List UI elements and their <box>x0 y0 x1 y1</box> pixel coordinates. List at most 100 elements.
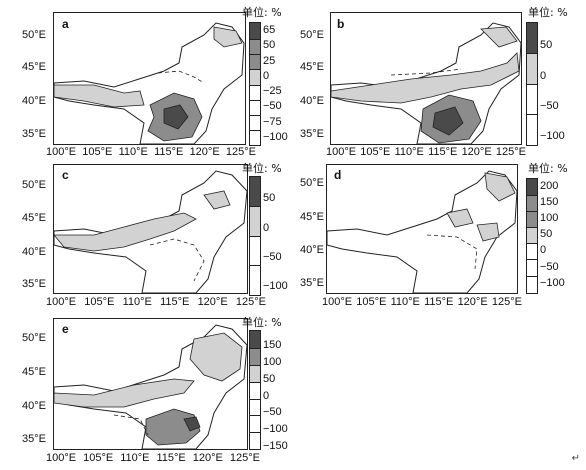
panel-letter-b: b <box>337 17 345 31</box>
unit-label-b: 单位: % <box>528 6 568 19</box>
map-d <box>327 170 517 293</box>
cbar-tick: 25 <box>263 55 276 67</box>
panel-letter-d: d <box>334 168 342 182</box>
panel-letter-c: c <box>62 168 69 182</box>
y-tick-35: 35°E <box>22 433 46 445</box>
x-tick-115: 115°E <box>154 146 184 158</box>
dash-a <box>157 70 205 84</box>
cbar-tick: −50 <box>540 100 559 112</box>
colorbar-d <box>526 178 538 294</box>
dash-c <box>149 238 205 282</box>
y-tick-50: 50°E <box>22 29 46 41</box>
boundary-a <box>54 22 245 144</box>
x-axis-c: 100°E 105°E 110°E 115°E 120°E 125°E <box>46 296 266 308</box>
x-tick-120: 120°E <box>457 296 488 308</box>
cbar-tick: 65 <box>263 24 276 36</box>
map-c <box>54 170 247 293</box>
shade-a-west <box>54 84 145 108</box>
panel-letter-a: a <box>62 17 69 31</box>
shade-e-ne <box>189 332 243 382</box>
unit-label-e: 单位: % <box>242 316 282 329</box>
y-tick-40: 40°E <box>300 244 324 256</box>
y-tick-35: 35°E <box>300 128 324 140</box>
x-axis-a: 100°E 105°E 110°E 115°E 120°E 125°E <box>46 146 256 158</box>
colorbar-a <box>249 22 261 146</box>
x-tick-120: 120°E <box>192 452 223 464</box>
y-tick-45: 45°E <box>22 212 46 224</box>
cbar-tick: 0 <box>263 222 270 234</box>
x-tick-105: 105°E <box>356 296 387 308</box>
cbar-tick: −50 <box>263 406 282 418</box>
x-tick-115: 115°E <box>424 296 454 308</box>
map-e <box>54 324 247 449</box>
x-tick-100: 100°E <box>46 296 77 308</box>
cbar-tick: 0 <box>540 244 547 256</box>
y-tick-50: 50°E <box>300 29 324 41</box>
map-frame-a <box>53 12 246 145</box>
cbar-tick: 50 <box>263 373 276 385</box>
map-frame-b <box>330 12 522 145</box>
x-tick-105: 105°E <box>84 296 115 308</box>
x-tick-125: 125°E <box>235 296 266 308</box>
x-tick-100: 100°E <box>46 146 77 158</box>
unit-label-a: 单位: % <box>242 6 282 19</box>
cbar-tick: 50 <box>263 39 276 51</box>
shade-b-ne <box>480 26 518 48</box>
x-tick-125: 125°E <box>225 146 256 158</box>
panel-c: 50°E 45°E 40°E 35°E c 100°E 105°E 110°E … <box>0 158 290 312</box>
x-tick-105: 105°E <box>82 146 113 158</box>
cbar-tick: −100 <box>263 280 288 292</box>
cbar-tick: −100 <box>263 423 288 435</box>
cbar-tick: 50 <box>263 192 276 204</box>
cbar-tick: 100 <box>263 356 282 368</box>
x-tick-115: 115°E <box>160 296 190 308</box>
x-tick-125: 125°E <box>495 146 526 158</box>
y-tick-40: 40°E <box>22 246 46 258</box>
colorbar-b <box>526 22 538 146</box>
x-tick-125: 125°E <box>491 296 522 308</box>
x-tick-110: 110°E <box>122 296 152 308</box>
panel-e: 50°E 45°E 40°E 35°E e 100°E 105°E 110°E … <box>0 312 290 470</box>
shade-b-core <box>432 106 464 136</box>
return-mark: ↵ <box>571 453 580 464</box>
x-axis-d: 100°E 105°E 110°E 115°E 120°E 125°E <box>322 296 522 308</box>
y-tick-40: 40°E <box>22 400 46 412</box>
cbar-tick: −150 <box>263 440 288 452</box>
shade-b-band <box>331 52 520 104</box>
y-tick-45: 45°E <box>300 61 324 73</box>
unit-label-c: 单位: % <box>242 162 282 175</box>
map-frame-e <box>53 318 248 450</box>
y-tick-35: 35°E <box>22 278 46 290</box>
y-tick-35: 35°E <box>300 277 324 289</box>
x-axis-e: 100°E 105°E 110°E 115°E 120°E 125°E <box>46 452 260 464</box>
cbar-tick: 0 <box>263 70 270 82</box>
cbar-tick: 150 <box>540 196 559 208</box>
x-tick-100: 100°E <box>326 146 357 158</box>
y-tick-45: 45°E <box>300 211 324 223</box>
x-tick-120: 120°E <box>461 146 492 158</box>
map-frame-c <box>53 164 248 294</box>
y-tick-50: 50°E <box>22 332 46 344</box>
cbar-tick: −50 <box>263 251 282 263</box>
shade-d-ne <box>484 172 516 202</box>
x-tick-115: 115°E <box>156 452 186 464</box>
panel-b: 50°E 45°E 40°E 35°E b 100°E 105°E 110°E … <box>290 0 586 160</box>
colorbar-e <box>249 330 261 450</box>
y-tick-35: 35°E <box>22 128 46 140</box>
x-tick-110: 110°E <box>118 146 148 158</box>
dash-e <box>113 414 149 436</box>
x-tick-110: 110°E <box>120 452 150 464</box>
cbar-tick: 50 <box>540 39 553 51</box>
x-tick-115: 115°E <box>428 146 458 158</box>
colorbar-c <box>249 176 261 296</box>
cbar-tick: 0 <box>540 70 547 82</box>
cbar-tick: −50 <box>540 261 559 273</box>
y-tick-40: 40°E <box>22 95 46 107</box>
map-frame-d <box>326 164 518 294</box>
cbar-tick: −25 <box>263 85 282 97</box>
shade-e-south <box>145 408 201 446</box>
cbar-tick: −100 <box>263 131 288 143</box>
cbar-tick: −100 <box>540 277 565 289</box>
shade-d-mid <box>446 208 474 228</box>
shade-d-east <box>476 222 500 242</box>
